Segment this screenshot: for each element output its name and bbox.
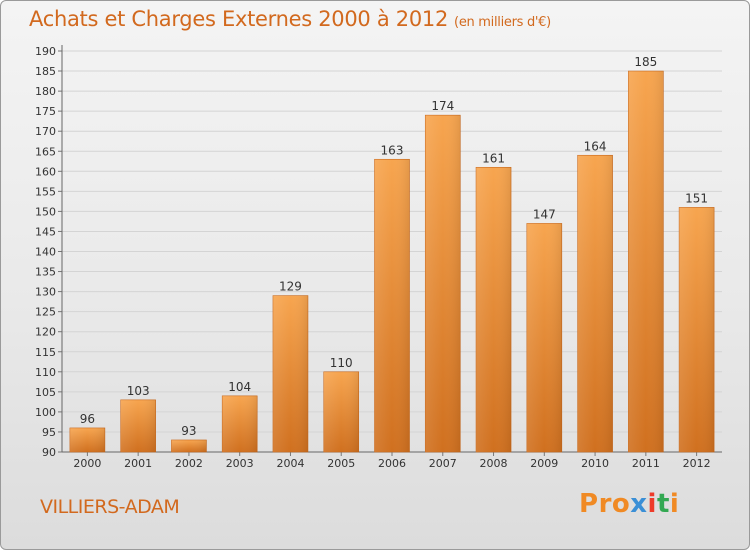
y-tick-label: 155 xyxy=(35,185,56,198)
x-tick-label: 2001 xyxy=(124,457,152,470)
bar-shine xyxy=(374,159,410,452)
chart-title: Achats et Charges Externes 2000 à 2012 (e… xyxy=(29,7,551,31)
y-tick-label: 140 xyxy=(35,246,56,259)
bar-shine xyxy=(628,71,664,453)
logo-letter: r xyxy=(598,489,612,519)
label-layer: 96 2000 103 2001 93 2002 104 2003 129 2004 110 2005… xyxy=(73,55,710,470)
x-tick-label: 2003 xyxy=(226,457,254,470)
logo-letter: x xyxy=(630,489,648,519)
x-tick-label: 2000 xyxy=(73,457,101,470)
y-tick-label: 145 xyxy=(35,225,56,238)
x-tick-label: 2004 xyxy=(276,457,304,470)
bar-shine xyxy=(120,399,156,452)
y-tick-label: 115 xyxy=(35,346,56,359)
x-tick-label: 2008 xyxy=(480,457,508,470)
bar-value-label: 151 xyxy=(685,191,708,205)
y-tick-label: 165 xyxy=(35,145,56,158)
bar-value-label: 161 xyxy=(482,151,505,165)
x-tick-label: 2002 xyxy=(175,457,203,470)
bar-shine xyxy=(171,439,207,452)
chart-title-text: Achats et Charges Externes 2000 à 2012 xyxy=(29,7,449,31)
bar-shine xyxy=(222,395,258,452)
x-tick-label: 2010 xyxy=(581,457,609,470)
bar-shine xyxy=(425,115,461,452)
y-tick-label: 150 xyxy=(35,205,56,218)
chart-subtitle: (en milliers d'€) xyxy=(454,15,551,30)
bar-value-label: 110 xyxy=(330,356,353,370)
city-label: VILLIERS-ADAM xyxy=(40,496,180,518)
bar-value-label: 93 xyxy=(181,424,196,438)
bar-shine xyxy=(577,155,613,452)
x-tick-label: 2006 xyxy=(378,457,406,470)
y-tick-label: 175 xyxy=(35,105,56,118)
x-tick-label: 2011 xyxy=(632,457,660,470)
y-tick-label: 100 xyxy=(35,406,56,419)
y-tick-label: 160 xyxy=(35,165,56,178)
bar-value-label: 103 xyxy=(127,384,150,398)
bar-layer xyxy=(69,70,715,453)
bar-value-label: 147 xyxy=(533,207,556,221)
x-tick-label: 2005 xyxy=(327,457,355,470)
bar-value-label: 104 xyxy=(228,380,251,394)
y-tick-label: 185 xyxy=(35,65,56,78)
logo-letter: o xyxy=(611,489,631,519)
y-tick-label: 180 xyxy=(35,85,56,98)
bar-shine xyxy=(526,223,562,452)
bar-value-label: 174 xyxy=(431,99,454,113)
proxiti-logo: Proxiti xyxy=(579,489,679,519)
logo-letter: P xyxy=(579,489,599,519)
y-tick-label: 120 xyxy=(35,326,56,339)
logo-letter: i xyxy=(647,489,657,519)
bar-value-label: 96 xyxy=(80,412,95,426)
bar-value-label: 129 xyxy=(279,280,302,294)
bar-shine xyxy=(323,371,359,452)
bar-shine xyxy=(272,295,308,452)
y-tick-label: 170 xyxy=(35,125,56,138)
x-tick-label: 2009 xyxy=(530,457,558,470)
logo-letter: i xyxy=(669,489,680,519)
y-tick-label: 95 xyxy=(42,426,56,439)
y-tick-label: 105 xyxy=(35,386,56,399)
bar-shine xyxy=(69,427,105,452)
bar-shine xyxy=(476,167,512,453)
y-tick-label: 110 xyxy=(35,366,56,379)
x-tick-label: 2007 xyxy=(429,457,457,470)
x-tick-label: 2012 xyxy=(683,457,711,470)
y-tick-label: 135 xyxy=(35,266,56,279)
y-tick-label: 90 xyxy=(42,446,56,459)
logo-letter: t xyxy=(656,489,670,519)
bar-shine xyxy=(679,207,715,452)
y-tick-label: 190 xyxy=(35,45,56,58)
bar-value-label: 163 xyxy=(381,143,404,157)
y-tick-label: 125 xyxy=(35,306,56,319)
bar-value-label: 185 xyxy=(634,55,657,69)
bar-value-label: 164 xyxy=(584,139,607,153)
y-tick-label: 130 xyxy=(35,286,56,299)
